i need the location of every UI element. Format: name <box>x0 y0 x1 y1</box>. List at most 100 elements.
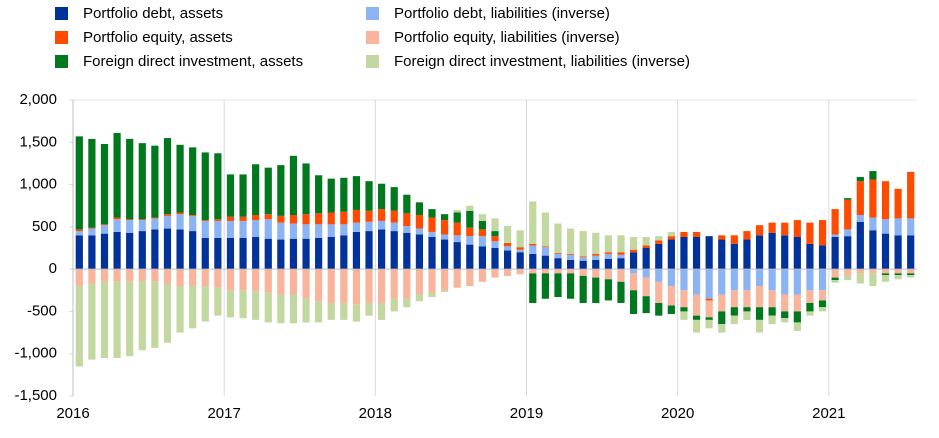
bar-segment <box>289 269 298 295</box>
bar-segment <box>365 269 373 303</box>
bar-segment <box>226 237 235 270</box>
bar-segment <box>579 275 587 303</box>
legend-label: Foreign direct investment, assets <box>83 53 303 70</box>
bar-segment <box>352 176 361 210</box>
y-tick-label: 2,000 <box>19 91 57 108</box>
bar-segment <box>365 210 373 222</box>
bar-segment <box>566 273 575 299</box>
bar-segment <box>289 215 298 224</box>
bar-segment <box>201 220 209 221</box>
bar-segment <box>705 317 713 320</box>
bar-segment <box>667 239 675 270</box>
bar-segment <box>201 237 209 270</box>
bar-segment <box>264 167 272 215</box>
bar-segment <box>579 269 587 276</box>
bar-segment <box>642 245 650 248</box>
bar-segment <box>126 281 134 357</box>
bar-segment <box>163 228 172 270</box>
bar-segment <box>466 205 474 211</box>
bar-segment <box>390 210 398 223</box>
legend-swatch <box>55 55 68 68</box>
bar-segment <box>138 231 146 270</box>
y-tick-label: 0 <box>49 260 57 277</box>
bar-segment <box>730 307 738 316</box>
bar-segment <box>138 143 146 220</box>
bar-segment <box>844 275 852 281</box>
bar-segment <box>781 222 789 236</box>
bar-segment <box>176 269 184 287</box>
bar-segment <box>743 307 751 312</box>
bar-segment <box>138 220 146 232</box>
bar-segment <box>378 302 386 320</box>
bar-segment <box>806 311 814 316</box>
bar-segment <box>126 138 134 220</box>
bar-segment <box>818 290 827 301</box>
bar-segment <box>466 269 474 287</box>
bar-segment <box>214 153 222 220</box>
bar-segment <box>352 304 361 322</box>
bar-segment <box>453 235 461 243</box>
bar-segment <box>894 235 902 270</box>
bar-segment <box>629 290 638 314</box>
bar-segment <box>768 315 776 325</box>
bar-segment <box>352 209 361 223</box>
bar-segment <box>365 221 373 232</box>
bar-segment <box>554 269 562 274</box>
bar-segment <box>478 214 487 221</box>
bar-segment <box>705 319 713 329</box>
bar-segment <box>390 222 398 232</box>
bar-segment <box>768 290 776 308</box>
bar-segment <box>692 315 701 320</box>
bar-segment <box>113 219 121 232</box>
bar-segment <box>592 232 600 254</box>
bar-segment <box>655 281 663 303</box>
bar-segment <box>441 239 449 270</box>
bar-segment <box>100 233 109 270</box>
x-tick-label: 2018 <box>359 405 392 422</box>
bar-segment <box>126 232 134 270</box>
legend-swatch <box>366 55 379 68</box>
bar-segment <box>692 231 701 238</box>
bar-segment <box>856 176 864 182</box>
bar-segment <box>88 235 96 270</box>
bar-segment <box>151 217 159 219</box>
bar-segment <box>516 269 524 275</box>
bar-segment <box>604 252 612 254</box>
bar-segment <box>365 302 373 316</box>
bar-segment <box>907 269 915 274</box>
bar-segment <box>743 239 751 270</box>
bar-segment <box>718 311 726 325</box>
bar-segment <box>718 239 726 270</box>
bar-segment <box>894 269 902 274</box>
bar-segment <box>730 269 738 291</box>
bar-segment <box>453 269 461 288</box>
bar-segment <box>768 307 776 316</box>
bar-segment <box>315 213 323 225</box>
bar-segment <box>315 301 323 323</box>
bar-segment <box>907 235 915 270</box>
bar-segment <box>503 226 512 243</box>
bar-segment <box>264 238 272 270</box>
bar-segment <box>378 183 386 210</box>
bar-segment <box>176 144 184 213</box>
bar-segment <box>642 296 650 314</box>
bar-segment <box>516 249 524 253</box>
bar-segment <box>365 181 373 211</box>
bar-segment <box>239 220 247 238</box>
bar-segment <box>138 269 146 281</box>
bar-segment <box>403 226 411 233</box>
bar-segment <box>113 231 121 270</box>
bar-segment <box>113 281 121 358</box>
bar-segment <box>755 269 764 287</box>
bar-segment <box>629 237 638 250</box>
bar-segment <box>667 269 675 287</box>
bar-segment <box>730 235 738 244</box>
bar-segment <box>201 286 209 322</box>
bar-segment <box>579 231 587 257</box>
legend-label: Foreign direct investment, liabilities (… <box>394 53 690 70</box>
y-tick-label: 1,000 <box>19 176 57 193</box>
legend-label: Portfolio debt, liabilities (inverse) <box>394 5 610 22</box>
bar-segment <box>252 215 260 221</box>
bar-segment <box>239 237 247 270</box>
bar-segment <box>441 214 449 221</box>
